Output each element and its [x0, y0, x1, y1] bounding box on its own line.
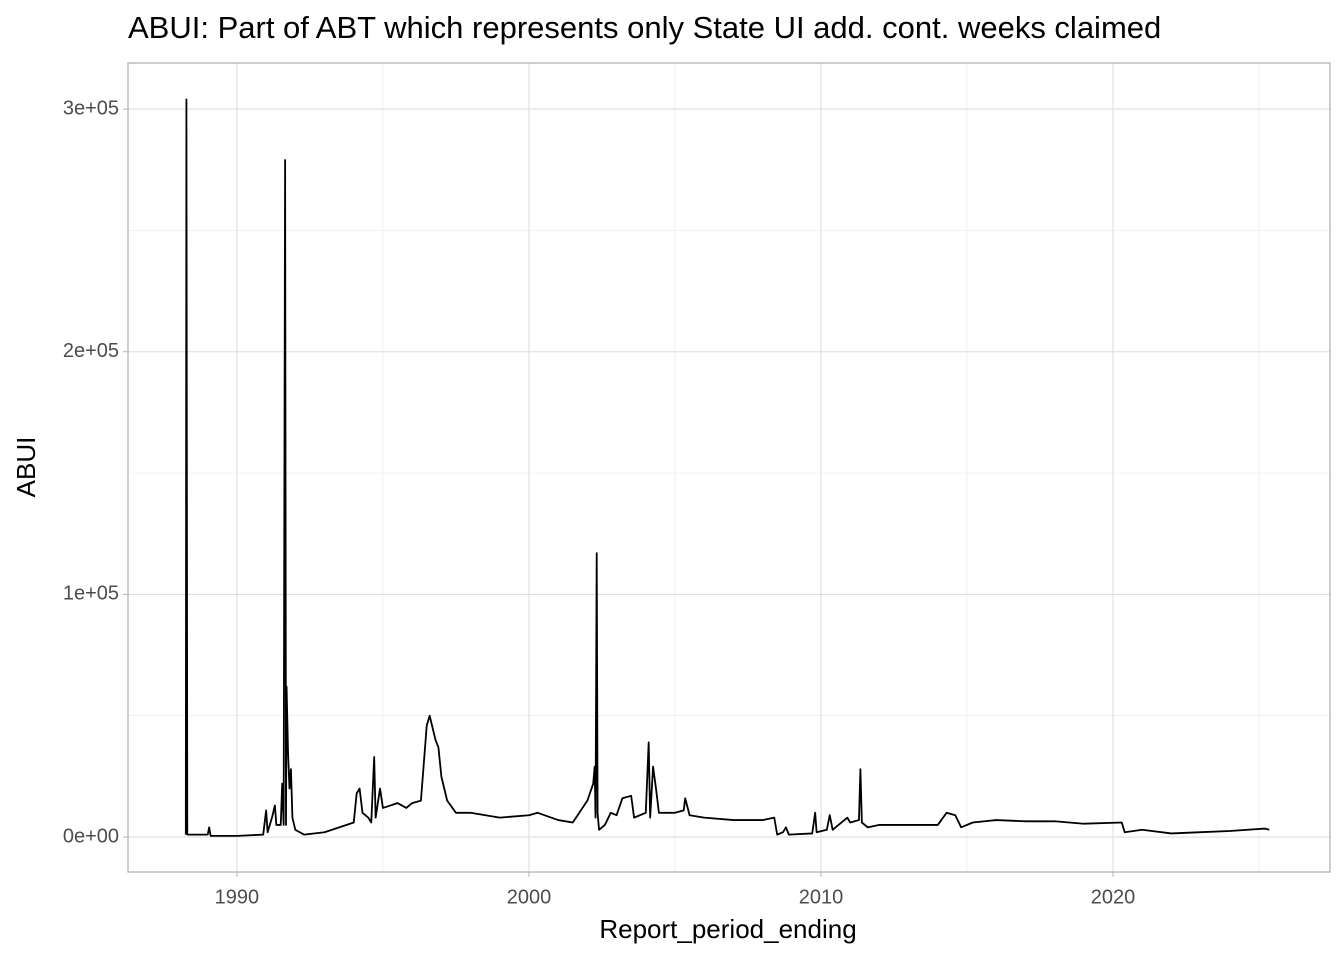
- chart-title: ABUI: Part of ABT which represents only …: [128, 10, 1161, 45]
- x-tick-label: 2010: [799, 886, 844, 908]
- y-tick-label: 0e+00: [63, 825, 119, 847]
- x-tick-label: 2000: [507, 886, 552, 908]
- data-line: [184, 98, 1270, 837]
- y-tick-label: 1e+05: [63, 583, 119, 605]
- y-tick-label: 3e+05: [63, 97, 119, 119]
- x-axis-title: Report_period_ending: [599, 914, 856, 944]
- y-axis-title: ABUI: [11, 437, 41, 498]
- y-tick-label: 2e+05: [63, 340, 119, 362]
- x-tick-label: 2020: [1091, 886, 1136, 908]
- panel-border: [127, 62, 1331, 873]
- x-tick-label: 1990: [215, 886, 260, 908]
